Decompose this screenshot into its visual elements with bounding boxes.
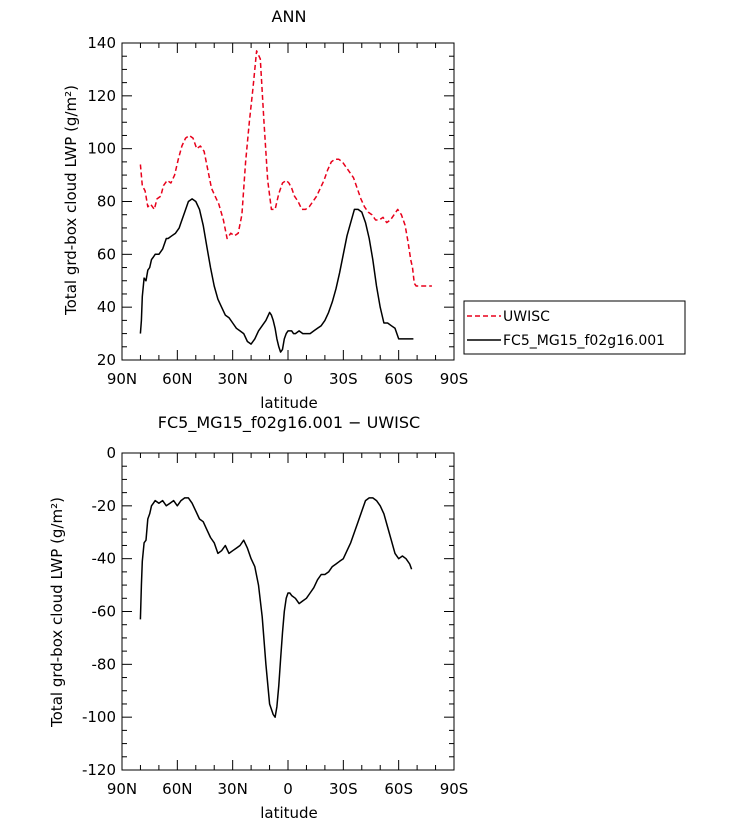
series-line-1-0 (139, 497, 413, 718)
top-ticks (121, 42, 455, 361)
x-tick-label: 30N (218, 780, 248, 798)
y-tick-label: -120 (82, 761, 116, 779)
top-panel: ANN 90N 60N 30N 0 30S 60S 90S 20 40 60 80 100 120 140… (62, 7, 468, 412)
top-x-axis-label: latitude (260, 394, 318, 412)
y-tick-label: 40 (97, 298, 116, 316)
x-tick-label: 90N (107, 780, 137, 798)
bottom-series (139, 497, 413, 718)
y-tick-label: -60 (92, 603, 117, 621)
x-tick-label: 0 (283, 780, 293, 798)
x-tick-label: 30N (218, 370, 248, 388)
x-tick-label: 0 (283, 370, 293, 388)
bottom-y-axis-label: Total grd-box cloud LWP (g/m²) (48, 497, 66, 728)
y-tick-label: 60 (97, 245, 116, 263)
y-tick-label: 80 (97, 193, 116, 211)
y-tick-label: -40 (92, 550, 117, 568)
y-tick-label: 20 (97, 351, 116, 369)
bottom-x-axis-label: latitude (260, 804, 318, 822)
x-tick-label: 90S (440, 370, 469, 388)
x-tick-label: 30S (329, 370, 358, 388)
top-series (139, 50, 432, 353)
legend: UWISC FC5_MG15_f02g16.001 (463, 300, 686, 355)
bottom-chart-title: FC5_MG15_f02g16.001 − UWISC (158, 413, 420, 433)
y-tick-label: -80 (92, 655, 117, 673)
bottom-plot-frame (121, 452, 455, 771)
y-tick-label: -20 (92, 497, 117, 515)
series-line-0-1 (139, 198, 414, 353)
top-tick-labels: 90N 60N 30N 0 30S 60S 90S 20 40 60 80 100 120 140 (87, 34, 468, 388)
bottom-tick-labels: 90N 60N 30N 0 30S 60S 90S -120 -100 -80 -60 -40 -20 0 (82, 444, 468, 798)
top-y-axis-label: Total grd-box cloud LWP (g/m²) (62, 85, 80, 316)
y-tick-label: 0 (106, 444, 116, 462)
x-tick-label: 90N (107, 370, 137, 388)
y-tick-label: 140 (87, 34, 116, 52)
y-tick-label: -100 (82, 708, 116, 726)
series-line-0-0 (139, 50, 432, 287)
bottom-ticks (121, 452, 455, 771)
legend-label-uwisc: UWISC (503, 309, 550, 325)
x-tick-label: 60S (384, 780, 413, 798)
y-tick-label: 100 (87, 140, 116, 158)
x-tick-label: 60N (162, 370, 192, 388)
bottom-panel: FC5_MG15_f02g16.001 − UWISC 90N 60N 30N 0 30… (48, 413, 468, 822)
legend-label-model: FC5_MG15_f02g16.001 (503, 333, 665, 349)
legend-box (463, 300, 686, 355)
y-tick-label: 120 (87, 87, 116, 105)
x-tick-label: 60S (384, 370, 413, 388)
x-tick-label: 60N (162, 780, 192, 798)
x-tick-label: 30S (329, 780, 358, 798)
top-chart-title: ANN (272, 7, 307, 26)
top-plot-frame (121, 42, 455, 361)
x-tick-label: 90S (440, 780, 469, 798)
